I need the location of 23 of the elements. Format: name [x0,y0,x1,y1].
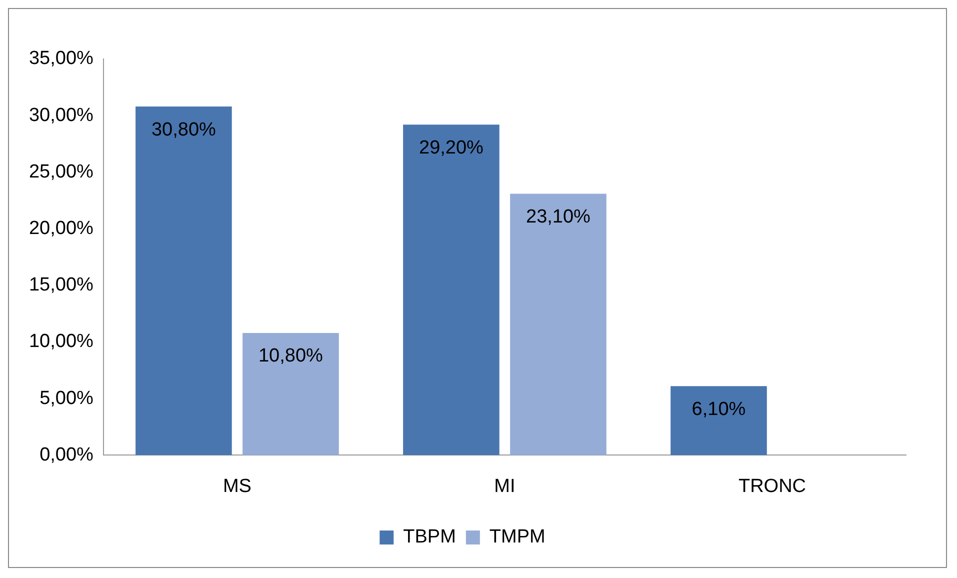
bar [510,194,606,456]
y-tick-label: 10,00% [28,331,94,352]
data-label: 23,10% [526,206,591,228]
y-tick-label: 15,00% [28,274,94,296]
legend-label: TBPM [403,526,456,548]
y-tick-label: 20,00% [28,218,94,240]
x-tick-label: TRONC [738,476,806,497]
bar [670,386,767,456]
data-label: 6,10% [692,398,746,420]
x-tick-label: MI [494,476,516,497]
y-tick-label: 25,00% [28,161,94,182]
data-label: 29,20% [418,137,484,158]
y-tick-label: 30,00% [28,104,94,126]
y-tick-label: 5,00% [40,388,94,409]
bar [403,124,500,456]
data-label: 30,80% [151,119,216,140]
y-tick-label: 35,00% [28,48,94,70]
y-tick-label: 0,00% [40,444,94,466]
bar [242,332,339,456]
legend-label: TMPM [489,526,546,548]
bar [136,106,232,456]
data-label: 10,80% [258,346,324,367]
x-tick-label: MS [222,476,252,497]
